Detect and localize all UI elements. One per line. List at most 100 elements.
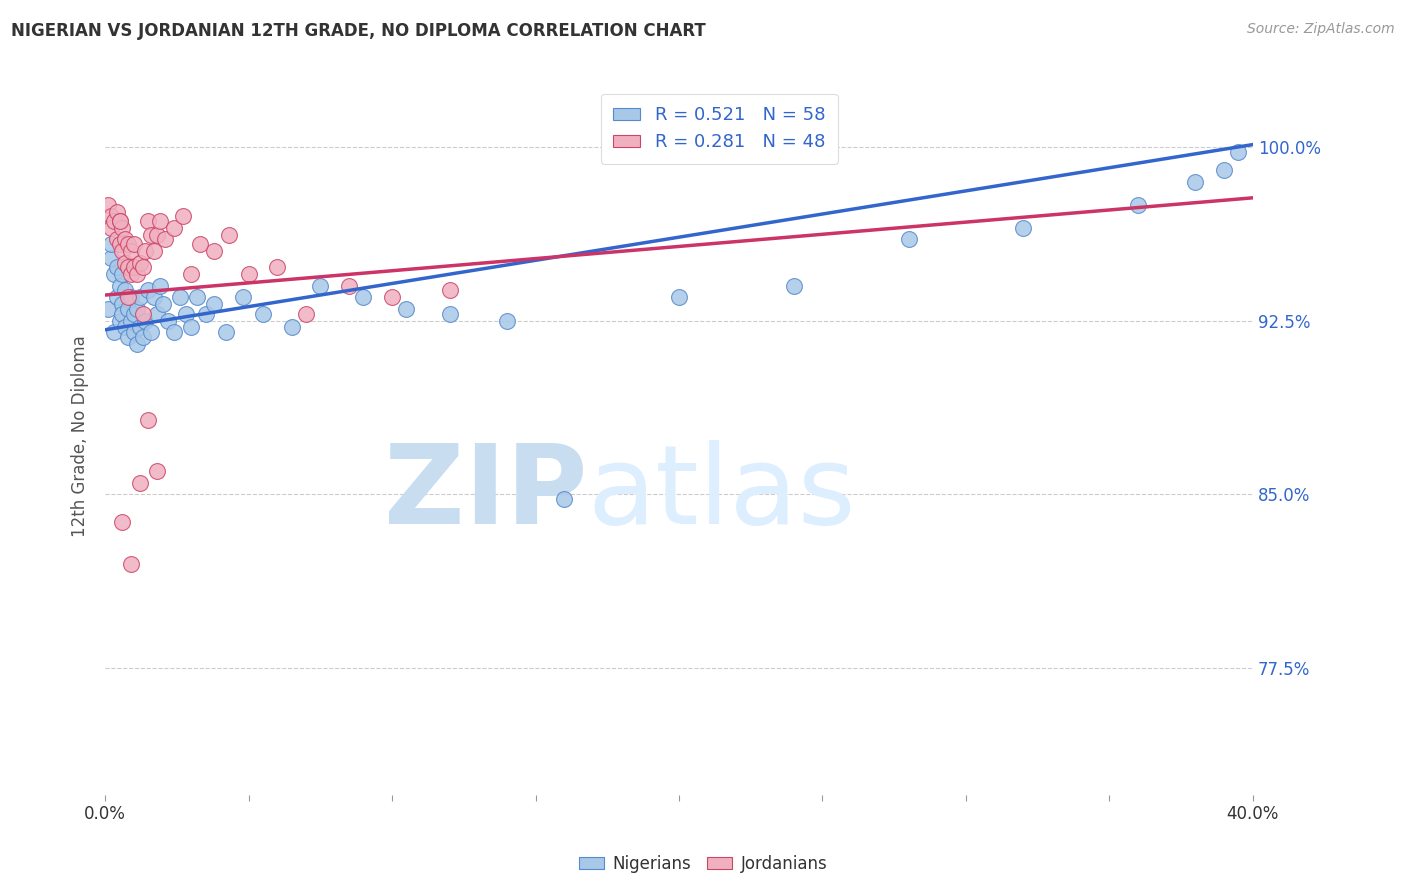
- Point: [337, 278, 360, 293]
- Point: [114, 232, 136, 246]
- Point: [114, 255, 136, 269]
- Point: [128, 320, 150, 334]
- Point: [139, 325, 162, 339]
- Point: [439, 307, 461, 321]
- Point: [218, 227, 240, 242]
- Point: [188, 237, 211, 252]
- Point: [352, 290, 374, 304]
- Point: [1184, 175, 1206, 189]
- Point: [152, 297, 174, 311]
- Point: [163, 325, 186, 339]
- Point: [97, 198, 120, 212]
- Point: [103, 267, 125, 281]
- Point: [180, 320, 202, 334]
- Point: [136, 214, 159, 228]
- Point: [1126, 198, 1149, 212]
- Point: [108, 214, 131, 228]
- Point: [215, 325, 238, 339]
- Text: ZIP: ZIP: [384, 440, 588, 547]
- Point: [108, 214, 131, 228]
- Point: [202, 297, 225, 311]
- Point: [105, 290, 128, 304]
- Point: [897, 232, 920, 246]
- Point: [136, 284, 159, 298]
- Point: [1227, 145, 1250, 159]
- Point: [1213, 163, 1236, 178]
- Point: [309, 278, 332, 293]
- Point: [108, 237, 131, 252]
- Point: [131, 307, 153, 321]
- Point: [134, 244, 156, 258]
- Point: [553, 491, 575, 506]
- Point: [122, 325, 145, 339]
- Point: [120, 267, 142, 281]
- Point: [114, 320, 136, 334]
- Point: [194, 307, 217, 321]
- Point: [155, 232, 177, 246]
- Point: [232, 290, 254, 304]
- Point: [105, 232, 128, 246]
- Point: [180, 267, 202, 281]
- Point: [174, 307, 197, 321]
- Point: [125, 267, 148, 281]
- Point: [105, 260, 128, 275]
- Point: [163, 221, 186, 235]
- Point: [117, 237, 139, 252]
- Point: [143, 244, 166, 258]
- Point: [252, 307, 274, 321]
- Point: [149, 214, 172, 228]
- Point: [128, 290, 150, 304]
- Point: [125, 301, 148, 316]
- Point: [117, 290, 139, 304]
- Point: [122, 237, 145, 252]
- Point: [280, 320, 302, 334]
- Point: [111, 307, 134, 321]
- Y-axis label: 12th Grade, No Diploma: 12th Grade, No Diploma: [72, 335, 89, 537]
- Point: [100, 237, 122, 252]
- Point: [134, 313, 156, 327]
- Point: [496, 313, 519, 327]
- Point: [120, 290, 142, 304]
- Point: [783, 278, 806, 293]
- Point: [146, 227, 169, 242]
- Point: [111, 244, 134, 258]
- Point: [97, 301, 120, 316]
- Legend: R = 0.521   N = 58, R = 0.281   N = 48: R = 0.521 N = 58, R = 0.281 N = 48: [600, 94, 838, 164]
- Point: [114, 284, 136, 298]
- Point: [117, 260, 139, 275]
- Point: [111, 297, 134, 311]
- Point: [120, 244, 142, 258]
- Point: [108, 313, 131, 327]
- Point: [238, 267, 260, 281]
- Point: [120, 313, 142, 327]
- Point: [169, 290, 191, 304]
- Point: [139, 227, 162, 242]
- Point: [122, 260, 145, 275]
- Point: [111, 267, 134, 281]
- Point: [1012, 221, 1035, 235]
- Point: [103, 214, 125, 228]
- Point: [117, 301, 139, 316]
- Text: NIGERIAN VS JORDANIAN 12TH GRADE, NO DIPLOMA CORRELATION CHART: NIGERIAN VS JORDANIAN 12TH GRADE, NO DIP…: [11, 22, 706, 40]
- Point: [172, 210, 194, 224]
- Point: [111, 221, 134, 235]
- Point: [100, 251, 122, 265]
- Point: [186, 290, 208, 304]
- Text: atlas: atlas: [588, 440, 856, 547]
- Point: [136, 413, 159, 427]
- Point: [131, 329, 153, 343]
- Point: [108, 278, 131, 293]
- Point: [120, 557, 142, 571]
- Point: [146, 307, 169, 321]
- Point: [157, 313, 180, 327]
- Point: [122, 307, 145, 321]
- Point: [100, 221, 122, 235]
- Point: [668, 290, 690, 304]
- Point: [439, 284, 461, 298]
- Point: [131, 260, 153, 275]
- Point: [128, 475, 150, 490]
- Point: [202, 244, 225, 258]
- Point: [103, 325, 125, 339]
- Legend: Nigerians, Jordanians: Nigerians, Jordanians: [572, 848, 834, 880]
- Point: [111, 515, 134, 529]
